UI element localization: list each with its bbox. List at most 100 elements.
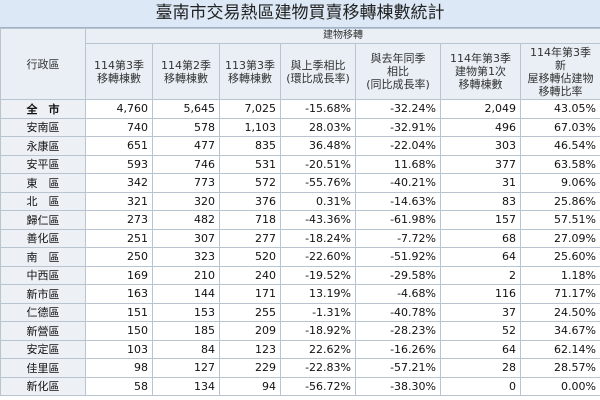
table-row: 永康區 651 477 835 36.48% -22.04% 303 46.54% [0, 136, 600, 156]
table-cell: 531 [219, 154, 281, 174]
table-cell: 835 [219, 136, 281, 156]
table-cell: 746 [152, 154, 220, 174]
district-name: 善化區 [0, 228, 86, 248]
table-row: 北 區 321 320 376 0.31% -14.63% 83 25.86% [0, 191, 600, 211]
table-row: 新營區 150 185 209 -18.92% -28.23% 52 34.67% [0, 321, 600, 341]
table-cell: 773 [152, 173, 220, 193]
table-cell: 83 [440, 191, 521, 211]
table-cell: 320 [152, 191, 220, 211]
table-cell: -7.72% [355, 228, 441, 248]
table-cell: 520 [219, 247, 281, 267]
table-cell: 71.17% [520, 284, 600, 304]
table-cell: 94 [219, 376, 281, 396]
table-cell: 9.06% [520, 173, 600, 193]
table-cell: -56.72% [280, 376, 356, 396]
table-cell: 127 [152, 358, 220, 378]
table-cell: 24.50% [520, 302, 600, 322]
table-cell: 123 [219, 339, 281, 359]
table-cell: -51.92% [355, 247, 441, 267]
table-head: 行政區 建物移轉 114第3季 移轉棟數 114第2季 移轉棟數 113第3季 移轉… [0, 28, 600, 100]
table-cell: 36.48% [280, 136, 356, 156]
table-cell: 52 [440, 321, 521, 341]
table-cell: 342 [85, 173, 153, 193]
table-cell: -32.24% [355, 99, 441, 119]
table-cell: 134 [152, 376, 220, 396]
table-cell: 27.09% [520, 228, 600, 248]
table-cell: 151 [85, 302, 153, 322]
table-cell: 277 [219, 228, 281, 248]
table-cell: 210 [152, 265, 220, 285]
table-cell: 25.60% [520, 247, 600, 267]
group-header: 建物移轉 [85, 28, 600, 44]
table-cell: 63.58% [520, 154, 600, 174]
district-name: 永康區 [0, 136, 86, 156]
district-name: 北 區 [0, 191, 86, 211]
column-header: 與去年同季 相比 (同比成長率) [355, 43, 441, 100]
table-cell: 57.51% [520, 210, 600, 230]
data-table: 行政區 建物移轉 114第3季 移轉棟數 114第2季 移轉棟數 113第3季 移轉… [0, 28, 600, 396]
table-cell: -18.92% [280, 321, 356, 341]
table-cell: 255 [219, 302, 281, 322]
table-cell: -28.23% [355, 321, 441, 341]
table-cell: 4,760 [85, 99, 153, 119]
table-cell: 64 [440, 247, 521, 267]
table-row: 仁德區 151 153 255 -1.31% -40.78% 37 24.50% [0, 302, 600, 322]
table-row: 佳里區 98 127 229 -22.83% -57.21% 28 28.57% [0, 358, 600, 378]
table-cell: 2,049 [440, 99, 521, 119]
table-cell: 25.86% [520, 191, 600, 211]
district-name: 中西區 [0, 265, 86, 285]
table-cell: -29.58% [355, 265, 441, 285]
table-cell: 740 [85, 117, 153, 137]
table-cell: -15.68% [280, 99, 356, 119]
table-row: 歸仁區 273 482 718 -43.36% -61.98% 157 57.51% [0, 210, 600, 230]
table-row: 安定區 103 84 123 22.62% -16.26% 64 62.14% [0, 339, 600, 359]
table-cell: 323 [152, 247, 220, 267]
table-cell: -43.36% [280, 210, 356, 230]
table-cell: -22.60% [280, 247, 356, 267]
table-cell: 28.57% [520, 358, 600, 378]
table-row: 新市區 163 144 171 13.19% -4.68% 116 71.17% [0, 284, 600, 304]
district-name: 全 市 [0, 99, 86, 119]
table-cell: -19.52% [280, 265, 356, 285]
table-cell: 37 [440, 302, 521, 322]
district-name: 新市區 [0, 284, 86, 304]
column-header: 114第2季 移轉棟數 [152, 43, 220, 100]
table-cell: 5,645 [152, 99, 220, 119]
table-cell: 22.62% [280, 339, 356, 359]
table-cell: 303 [440, 136, 521, 156]
table-cell: 251 [85, 228, 153, 248]
table-cell: 240 [219, 265, 281, 285]
table-row: 南 區 250 323 520 -22.60% -51.92% 64 25.60% [0, 247, 600, 267]
table-cell: -57.21% [355, 358, 441, 378]
table-cell: 171 [219, 284, 281, 304]
table-cell: 0 [440, 376, 521, 396]
table-row: 安南區 740 578 1,103 28.03% -32.91% 496 67.03% [0, 117, 600, 137]
table-cell: 157 [440, 210, 521, 230]
table-cell: 250 [85, 247, 153, 267]
table-cell: -38.30% [355, 376, 441, 396]
column-header: 與上季相比 (環比成長率) [280, 43, 356, 100]
row-header: 行政區 [0, 28, 86, 100]
table-cell: 593 [85, 154, 153, 174]
table-cell: 1.18% [520, 265, 600, 285]
table-cell: 144 [152, 284, 220, 304]
table-cell: 68 [440, 228, 521, 248]
table-cell: 103 [85, 339, 153, 359]
table-cell: 58 [85, 376, 153, 396]
district-name: 安平區 [0, 154, 86, 174]
table-cell: 209 [219, 321, 281, 341]
table-cell: 496 [440, 117, 521, 137]
table-cell: 376 [219, 191, 281, 211]
table-cell: -55.76% [280, 173, 356, 193]
table-row: 東 區 342 773 572 -55.76% -40.21% 31 9.06% [0, 173, 600, 193]
table-cell: 651 [85, 136, 153, 156]
table-cell: 150 [85, 321, 153, 341]
table-cell: -16.26% [355, 339, 441, 359]
table-cell: 718 [219, 210, 281, 230]
district-name: 東 區 [0, 173, 86, 193]
table-cell: 0.00% [520, 376, 600, 396]
district-name: 佳里區 [0, 358, 86, 378]
table-row: 善化區 251 307 277 -18.24% -7.72% 68 27.09% [0, 228, 600, 248]
district-name: 歸仁區 [0, 210, 86, 230]
